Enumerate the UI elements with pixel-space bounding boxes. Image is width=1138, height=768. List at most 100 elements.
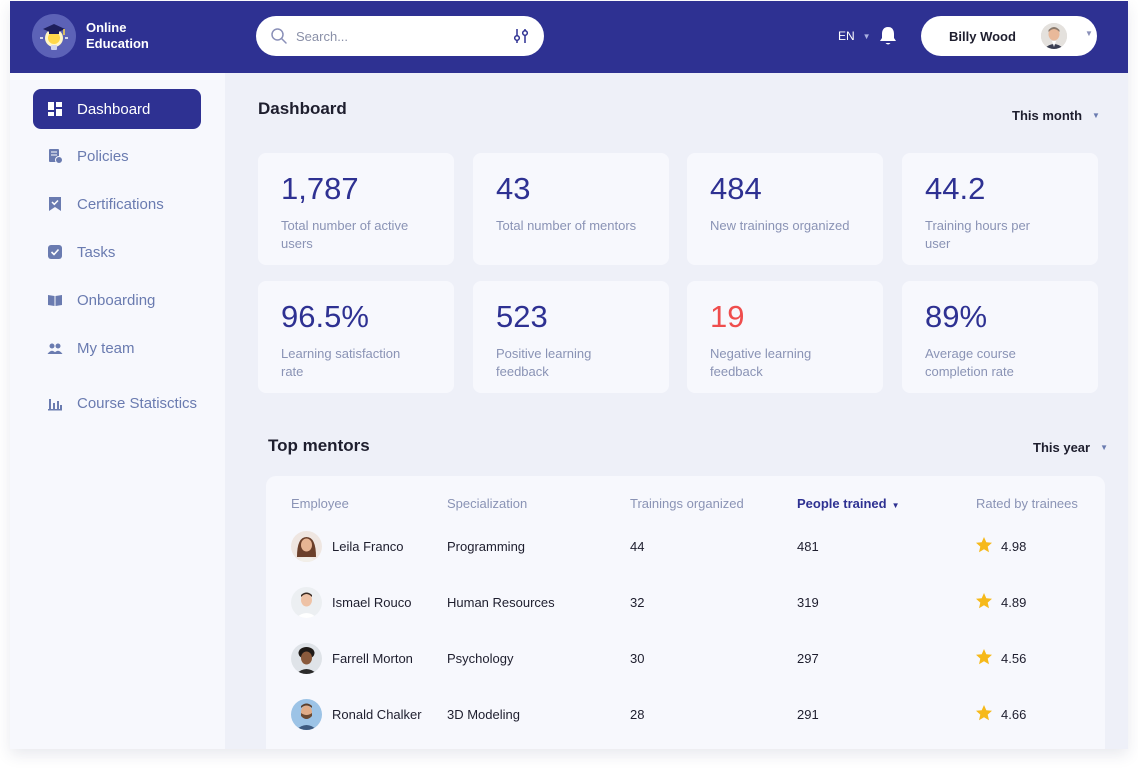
stat-value: 1,787 — [281, 171, 359, 206]
top-bar: Online Education EN — [10, 1, 1128, 73]
stat-label: Total number of active users — [281, 218, 409, 251]
stat-label: Training hours per user — [925, 218, 1031, 251]
stat-label: Total number of mentors — [496, 218, 637, 233]
graduation-bulb-logo-icon — [32, 14, 76, 58]
stat-value: 484 — [710, 171, 762, 206]
trainings-organized: 28 — [630, 707, 645, 722]
stat-card-training-hours: 44.2 Training hours per user — [902, 153, 1098, 265]
brand[interactable]: Online Education — [32, 14, 166, 58]
chevron-down-icon: ▼ — [1085, 29, 1093, 38]
trainings-organized: 32 — [630, 595, 645, 610]
search-icon — [270, 27, 288, 45]
bell-icon[interactable] — [877, 25, 899, 47]
sidebar-item-policies[interactable]: Policies — [33, 136, 201, 176]
stat-label: Negative learning feedback — [710, 346, 812, 379]
sidebar-item-dashboard[interactable]: Dashboard — [33, 89, 201, 129]
search-box[interactable] — [256, 16, 544, 56]
table-row[interactable]: Ronald Chalker 3D Modeling 28 291 4.66 — [266, 697, 1105, 733]
people-trained: 291 — [797, 707, 819, 722]
sidebar: Dashboard Policies Certifications Tasks … — [10, 73, 225, 749]
sidebar-item-tasks[interactable]: Tasks — [33, 232, 201, 272]
onboarding-icon — [47, 292, 63, 308]
brand-line-1: Online — [86, 20, 127, 35]
search-input[interactable] — [296, 28, 496, 44]
avatar — [291, 587, 322, 618]
stat-card-positive-feedback: 523 Positive learning feedback — [473, 281, 669, 393]
period-label: This month — [1012, 108, 1083, 123]
user-menu[interactable]: Billy Wood ▼ — [921, 16, 1097, 56]
stat-value: 89% — [925, 299, 988, 334]
column-header-specialization[interactable]: Specialization — [447, 496, 528, 511]
language-label: EN — [838, 29, 855, 43]
column-header-trainings[interactable]: Trainings organized — [630, 496, 744, 511]
specialization: 3D Modeling — [447, 707, 520, 722]
user-name: Billy Wood — [949, 28, 1016, 44]
mentors-table: Employee Specialization Trainings organi… — [266, 476, 1105, 749]
table-row[interactable]: Farrell Morton Psychology 30 297 4.56 — [266, 641, 1105, 677]
stat-value: 43 — [496, 171, 531, 206]
policies-icon — [47, 148, 63, 164]
stat-label: Average course completion rate — [925, 346, 1016, 379]
stat-label: New trainings organized — [710, 218, 850, 233]
chevron-down-icon: ▼ — [1092, 111, 1100, 120]
sidebar-item-label: Policies — [77, 147, 129, 165]
employee-name: Ismael Rouco — [332, 595, 412, 610]
star-icon — [975, 648, 993, 666]
sidebar-item-label: Dashboard — [77, 100, 151, 118]
page-title: Dashboard — [258, 99, 347, 118]
certification-icon — [47, 196, 63, 212]
specialization: Psychology — [447, 651, 514, 666]
employee-name: Farrell Morton — [332, 651, 413, 666]
sidebar-item-label: Course Statisctics — [77, 394, 198, 412]
avatar — [291, 531, 322, 562]
stat-value: 96.5% — [281, 299, 369, 334]
column-header-label: People trained — [797, 496, 887, 511]
sidebar-item-certifications[interactable]: Certifications — [33, 184, 201, 224]
chevron-down-icon: ▼ — [862, 31, 871, 41]
column-header-employee[interactable]: Employee — [291, 496, 349, 511]
stat-card-satisfaction-rate: 96.5% Learning satisfaction rate — [258, 281, 454, 393]
trainings-organized: 30 — [630, 651, 645, 666]
employee-name: Ronald Chalker — [332, 707, 422, 722]
rating: 4.89 — [1001, 595, 1027, 610]
chart-icon — [47, 395, 63, 411]
stat-card-negative-feedback: 19 Negative learning feedback — [687, 281, 883, 393]
stat-value: 19 — [710, 299, 745, 334]
app-window: Online Education EN — [10, 1, 1128, 749]
stat-label: Learning satisfaction rate — [281, 346, 401, 379]
sort-desc-icon: ▼ — [891, 501, 900, 510]
brand-name: Online Education — [86, 20, 166, 52]
sidebar-item-course-statistics[interactable]: Course Statisctics — [33, 383, 201, 423]
stat-card-new-trainings: 484 New trainings organized — [687, 153, 883, 265]
people-trained: 297 — [797, 651, 819, 666]
sidebar-item-my-team[interactable]: My team — [33, 328, 201, 368]
table-row[interactable]: Ismael Rouco Human Resources 32 319 4.89 — [266, 585, 1105, 621]
trainings-organized: 44 — [630, 539, 645, 554]
specialization: Programming — [447, 539, 526, 554]
star-icon — [975, 536, 993, 554]
avatar — [291, 643, 322, 674]
period-selector[interactable]: This month ▼ — [1012, 108, 1100, 123]
sidebar-item-onboarding[interactable]: Onboarding — [33, 280, 201, 320]
stat-label: Positive learning feedback — [496, 346, 592, 379]
sidebar-item-label: Certifications — [77, 195, 164, 213]
column-header-rating[interactable]: Rated by trainees — [976, 496, 1078, 511]
rating: 4.98 — [1001, 539, 1027, 554]
stat-card-mentors: 43 Total number of mentors — [473, 153, 669, 265]
stat-value: 523 — [496, 299, 548, 334]
language-selector[interactable]: EN ▼ — [838, 29, 871, 43]
filter-sliders-icon[interactable] — [512, 27, 530, 45]
star-icon — [975, 704, 993, 722]
brand-line-2: Education — [86, 36, 149, 51]
table-row[interactable]: Leila Franco Programming 44 481 4.98 — [266, 529, 1105, 565]
stat-value: 44.2 — [925, 171, 986, 206]
mentors-period-selector[interactable]: This year ▼ — [1033, 440, 1108, 455]
main-content: Dashboard This month ▼ 1,787 Total numbe… — [225, 73, 1128, 749]
team-icon — [47, 340, 63, 356]
avatar — [291, 699, 322, 730]
user-avatar — [1041, 23, 1067, 49]
section-title-top-mentors: Top mentors — [268, 436, 370, 455]
column-header-people-trained[interactable]: People trained ▼ — [797, 496, 900, 511]
people-trained: 319 — [797, 595, 819, 610]
stat-card-active-users: 1,787 Total number of active users — [258, 153, 454, 265]
